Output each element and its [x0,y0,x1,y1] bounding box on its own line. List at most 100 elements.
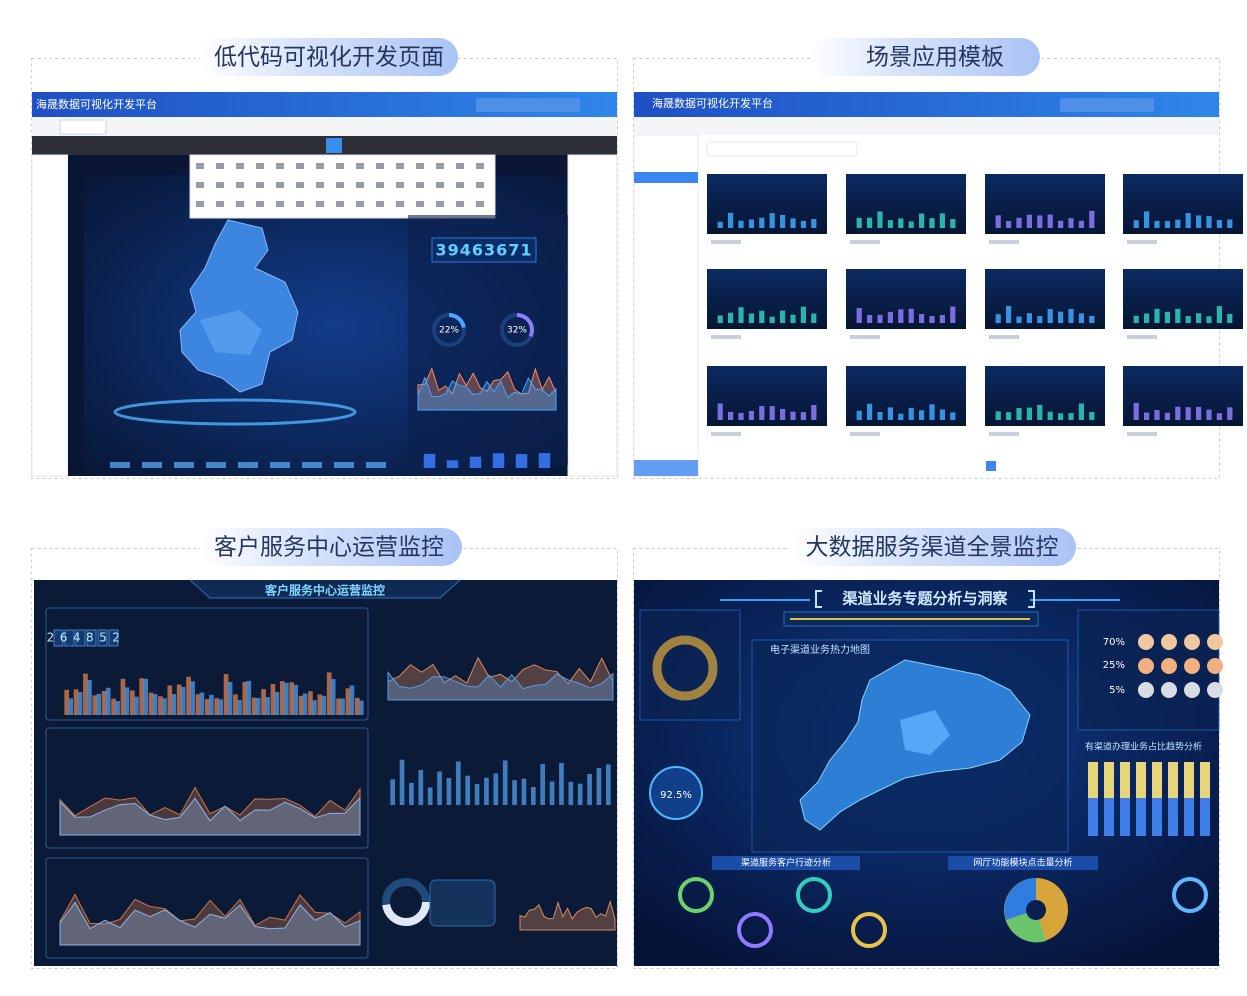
template-thumb[interactable] [846,269,966,329]
stack-seg [1104,798,1114,836]
deco-bar [1026,313,1032,323]
deco-bar [73,689,79,715]
deco-bar [898,413,904,420]
deco-bar [1175,308,1181,323]
deco-bar [92,695,98,715]
deco-bar [1058,311,1064,323]
template-thumb[interactable] [707,174,827,234]
deco-bar [530,786,536,805]
deco-bar [1078,220,1084,228]
deco-bar [83,673,88,715]
template-thumb[interactable] [846,366,966,426]
deco-bar [867,217,873,228]
deco-bar [1206,409,1212,420]
component-icon [196,201,204,207]
deco-bar [218,699,224,715]
deco-bar [1068,308,1074,323]
gauge-arc [432,313,466,347]
deco-bar [87,679,92,715]
deco-bar [1154,308,1160,323]
deco-bar [1164,221,1170,228]
deco-bar [780,214,786,228]
deco-area [59,796,361,836]
template-thumb[interactable] [1123,174,1243,234]
deco-bar [995,215,1001,228]
component-icon [256,182,264,188]
component-icon [376,182,384,188]
deco-bar [1164,412,1170,420]
filter-input[interactable] [706,141,858,157]
tab[interactable] [59,119,107,135]
stack-seg [1088,762,1098,798]
deco-bar [780,408,786,420]
deco-bar [540,764,546,805]
deco-bar [1144,211,1150,228]
deco-stat [174,462,194,468]
person-icon [1184,634,1200,650]
deco-bar [790,218,796,228]
digit-box [86,629,97,647]
person-icon [1138,658,1154,674]
deco-bar [1006,306,1012,323]
template-thumb[interactable] [985,269,1105,329]
template-thumb[interactable] [707,366,827,426]
deco-bar [877,211,883,228]
deco-bar [115,700,120,715]
map-title: 电子渠道业务热力地图 [770,643,870,656]
stack-seg [1120,762,1130,798]
template-thumb[interactable] [707,269,827,329]
page-button[interactable] [986,461,996,471]
frame-box [45,727,369,849]
deco-bar [214,698,220,715]
deco-bar [265,697,270,715]
tab-row [32,117,617,136]
deco-bar [167,685,173,715]
deco-bar [950,306,956,323]
template-thumb[interactable] [1123,366,1243,426]
tool-active[interactable] [326,138,342,153]
component-icon [276,163,284,169]
deco-bar [77,692,83,715]
deco-stat [206,462,226,468]
deco-bar [1216,220,1222,228]
deco-bar [950,219,956,228]
digit-box [108,629,119,647]
thumb-caption [1127,335,1157,339]
deco-bar [577,783,583,805]
deco-bar [919,213,925,228]
deco-bar [748,410,754,420]
component-icon [196,163,204,169]
channel-dashboard: 渠道业务专题分析与洞察 电子渠道业务热力地图 92.5% 70% 25% 5% … [634,580,1223,966]
template-thumb[interactable] [985,174,1105,234]
deco-bar [1196,406,1202,420]
pie-hole [1026,900,1046,920]
deco-bar [1078,313,1084,323]
person-icon [1161,634,1177,650]
template-thumb[interactable] [1123,269,1243,329]
component-icon [396,201,404,207]
deco-stat [110,462,130,468]
component-icon [316,163,324,169]
component-icon [296,201,304,207]
template-thumb[interactable] [985,366,1105,426]
component-icon [316,201,324,207]
deco-bar [96,693,102,715]
sidebar-active[interactable] [634,172,698,183]
search-box[interactable] [1060,98,1154,112]
deco-bar [769,406,775,420]
component-icon [416,201,424,207]
deco-area [417,376,557,411]
deco-bar [336,698,341,715]
template-thumb[interactable] [846,174,966,234]
deco-bar [1185,213,1191,228]
deco-bar [204,699,210,715]
deco-bar [790,411,796,420]
deco-bar [1089,315,1095,323]
service-dashboard: 客户服务中心运营监控 264852 [34,579,617,966]
deco-bar [120,678,126,715]
deco-bar [1006,412,1012,420]
deco-bar [1196,215,1202,228]
deco-bar [929,316,935,323]
search-box[interactable] [476,98,580,112]
deco-bar [728,411,734,420]
